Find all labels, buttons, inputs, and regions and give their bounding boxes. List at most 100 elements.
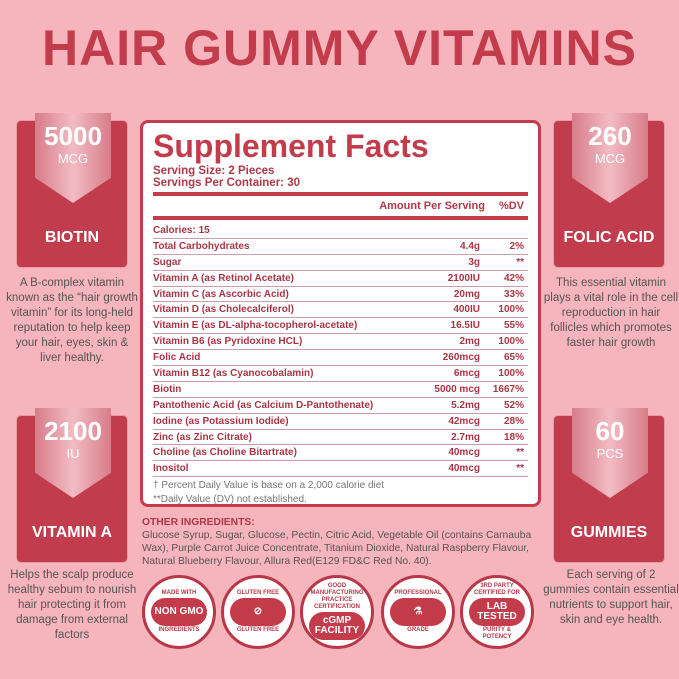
ribbon-icon: 2100 IU xyxy=(35,408,111,498)
stat-unit: MCG xyxy=(57,151,89,166)
badge-top-text: MADE WITH xyxy=(161,590,197,596)
nutrient-name: Vitamin B6 (as Pyridoxine HCL) xyxy=(153,336,303,348)
stat-card: 5000 MCG BIOTIN xyxy=(16,113,128,268)
certification-badge: GOOD MANUFACTURING PRACTICE CERTIFICATIO… xyxy=(300,575,374,649)
table-row: Vitamin C (as Ascorbic Acid) 20mg 33% xyxy=(153,287,528,303)
nutrient-dv: 100% xyxy=(498,368,524,380)
supplement-facts-panel: Supplement Facts Serving Size: 2 Pieces … xyxy=(140,120,541,507)
badge-bottom-text: GRADE xyxy=(407,627,429,633)
table-row: Iodine (as Potassium Iodide) 42mcg 28% xyxy=(153,414,528,430)
certification-badge: 3RD PARTY CERTIFIED FOR LAB TESTED PURITY … xyxy=(460,575,534,649)
facts-header: Amount Per Serving %DV xyxy=(153,199,528,213)
ribbon-icon: 260 MCG xyxy=(572,113,648,203)
nutrient-dv: 1667% xyxy=(492,383,524,395)
table-row: Vitamin E (as DL-alpha-tocopherol-acetat… xyxy=(153,318,528,335)
stat-name: GUMMIES xyxy=(570,524,648,541)
nutrient-name: Sugar xyxy=(153,256,182,268)
nutrient-dv: 2% xyxy=(509,240,524,252)
stat-name: VITAMIN A xyxy=(32,524,112,541)
nutrient-name: Zinc (as Zinc Citrate) xyxy=(153,431,252,443)
badge-center: ⊘ xyxy=(230,598,286,626)
nutrient-dv xyxy=(480,223,528,238)
stat-value: 260 xyxy=(588,121,632,151)
nutrient-name: Inositol xyxy=(153,463,189,475)
ribbon-icon: 5000 MCG xyxy=(35,113,111,203)
nutrient-dv: 65% xyxy=(503,352,524,364)
nutrient-dv: ** xyxy=(516,447,524,459)
nutrient-dv: 55% xyxy=(503,320,524,332)
amount-header: Amount Per Serving xyxy=(379,200,485,212)
nutrient-amount: 2100IU xyxy=(447,272,480,284)
table-row: Vitamin D (as Cholecalciferol) 400IU 100% xyxy=(153,302,528,319)
page-title: HAIR GUMMY VITAMINS xyxy=(42,20,637,76)
nutrient-amount: 400IU xyxy=(453,304,480,316)
certification-badge: MADE WITH NON GMO INGREDIENTS xyxy=(142,575,216,649)
badge-center: NON GMO xyxy=(151,598,207,626)
nutrient-dv: 18% xyxy=(503,431,524,443)
nutrient-amount: 16.5IU xyxy=(450,320,480,332)
nutrient-dv: 100% xyxy=(498,304,524,316)
facts-heading: Supplement Facts xyxy=(153,128,429,164)
nutrient-amount xyxy=(414,223,480,238)
nutrient-name: Folic Acid xyxy=(153,352,201,364)
nutrient-dv: 52% xyxy=(503,399,524,411)
stat-name: FOLIC ACID xyxy=(563,229,655,246)
table-row: Folic Acid 260mcg 65% xyxy=(153,350,528,367)
nutrient-dv: ** xyxy=(516,256,524,268)
table-row: Vitamin B6 (as Pyridoxine HCL) 2mg 100% xyxy=(153,334,528,351)
stat-value: 60 xyxy=(595,416,625,446)
nutrient-name: Vitamin D (as Cholecalciferol) xyxy=(153,304,294,316)
nutrient-amount: 3g xyxy=(468,256,480,268)
table-row: Pantothenic Acid (as Calcium D-Pantothen… xyxy=(153,398,528,414)
serving-size: Serving Size: 2 Pieces xyxy=(153,165,275,177)
nutrient-amount: 260mcg xyxy=(442,352,480,364)
stat-description: This essential vitamin plays a vital rol… xyxy=(543,277,679,349)
certification-badge: GLUTEN FREE ⊘ GLUTEN FREE xyxy=(221,575,295,649)
nutrient-name: Calories: 15 xyxy=(153,225,210,236)
nutrient-amount: 6mcg xyxy=(453,368,480,380)
nutrient-name: Iodine (as Potassium Iodide) xyxy=(153,415,289,427)
other-ingredients: OTHER INGREDIENTS: Glucose Syrup, Sugar,… xyxy=(142,516,542,568)
stat-unit: IU xyxy=(66,446,80,461)
nutrient-name: Vitamin E (as DL-alpha-tocopherol-acetat… xyxy=(153,320,358,332)
nutrient-dv: 42% xyxy=(503,272,524,284)
divider xyxy=(153,216,528,220)
table-row: Vitamin A (as Retinol Acetate) 2100IU 42% xyxy=(153,271,528,287)
certification-badge: PROFESSIONAL ⚗ GRADE xyxy=(381,575,455,649)
nutrient-dv: 28% xyxy=(503,415,524,427)
badge-bottom-text: GLUTEN FREE xyxy=(236,627,280,633)
stat-card: 60 PCS GUMMIES xyxy=(553,408,665,563)
nutrient-dv: 100% xyxy=(498,336,524,348)
nutrient-name: Vitamin C (as Ascorbic Acid) xyxy=(153,288,289,300)
badge-top-text: GOOD MANUFACTURING PRACTICE CERTIFICATIO… xyxy=(310,583,364,610)
dv-header: %DV xyxy=(498,200,524,212)
stat-description: Helps the scalp produce healthy sebum to… xyxy=(7,569,137,641)
nutrient-amount: 40mcg xyxy=(448,463,480,475)
nutrient-amount: 5.2mg xyxy=(451,399,480,411)
table-row: Inositol 40mcg ** xyxy=(153,461,528,478)
stat-unit: PCS xyxy=(596,446,624,461)
nutrient-amount: 20mg xyxy=(453,288,480,300)
table-row: Choline (as Choline Bitartrate) 40mcg ** xyxy=(153,445,528,462)
nutrient-name: Vitamin B12 (as Cyanocobalamin) xyxy=(153,368,314,380)
stat-description: Each serving of 2 gummies contain essent… xyxy=(543,569,679,626)
table-row: Zinc (as Zinc Citrate) 2.7mg 18% xyxy=(153,430,528,446)
nutrient-amount: 2mg xyxy=(459,336,480,348)
nutrient-amount: 2.7mg xyxy=(451,431,480,443)
table-row: Vitamin B12 (as Cyanocobalamin) 6mcg 100% xyxy=(153,366,528,382)
table-row: Sugar 3g ** xyxy=(153,255,528,271)
stat-card: 260 MCG FOLIC ACID xyxy=(553,113,665,268)
nutrient-dv: 33% xyxy=(503,288,524,300)
nutrient-amount: 40mcg xyxy=(448,447,480,459)
badge-top-text: 3RD PARTY CERTIFIED FOR xyxy=(474,583,520,596)
servings-per-container: Servings Per Container: 30 xyxy=(153,177,300,189)
stat-unit: MCG xyxy=(594,151,626,166)
table-row: Total Carbohydrates 4.4g 2% xyxy=(153,239,528,255)
nutrient-name: Pantothenic Acid (as Calcium D-Pantothen… xyxy=(153,399,374,411)
badge-top-text: GLUTEN FREE xyxy=(236,590,280,596)
stat-value: 5000 xyxy=(44,121,102,151)
nutrient-name: Biotin xyxy=(153,383,182,395)
other-ingredients-label: OTHER INGREDIENTS: xyxy=(142,517,255,528)
stat-description: A B-complex vitamin known as the “hair g… xyxy=(6,277,138,364)
nutrient-amount: 5000 mcg xyxy=(434,383,480,395)
